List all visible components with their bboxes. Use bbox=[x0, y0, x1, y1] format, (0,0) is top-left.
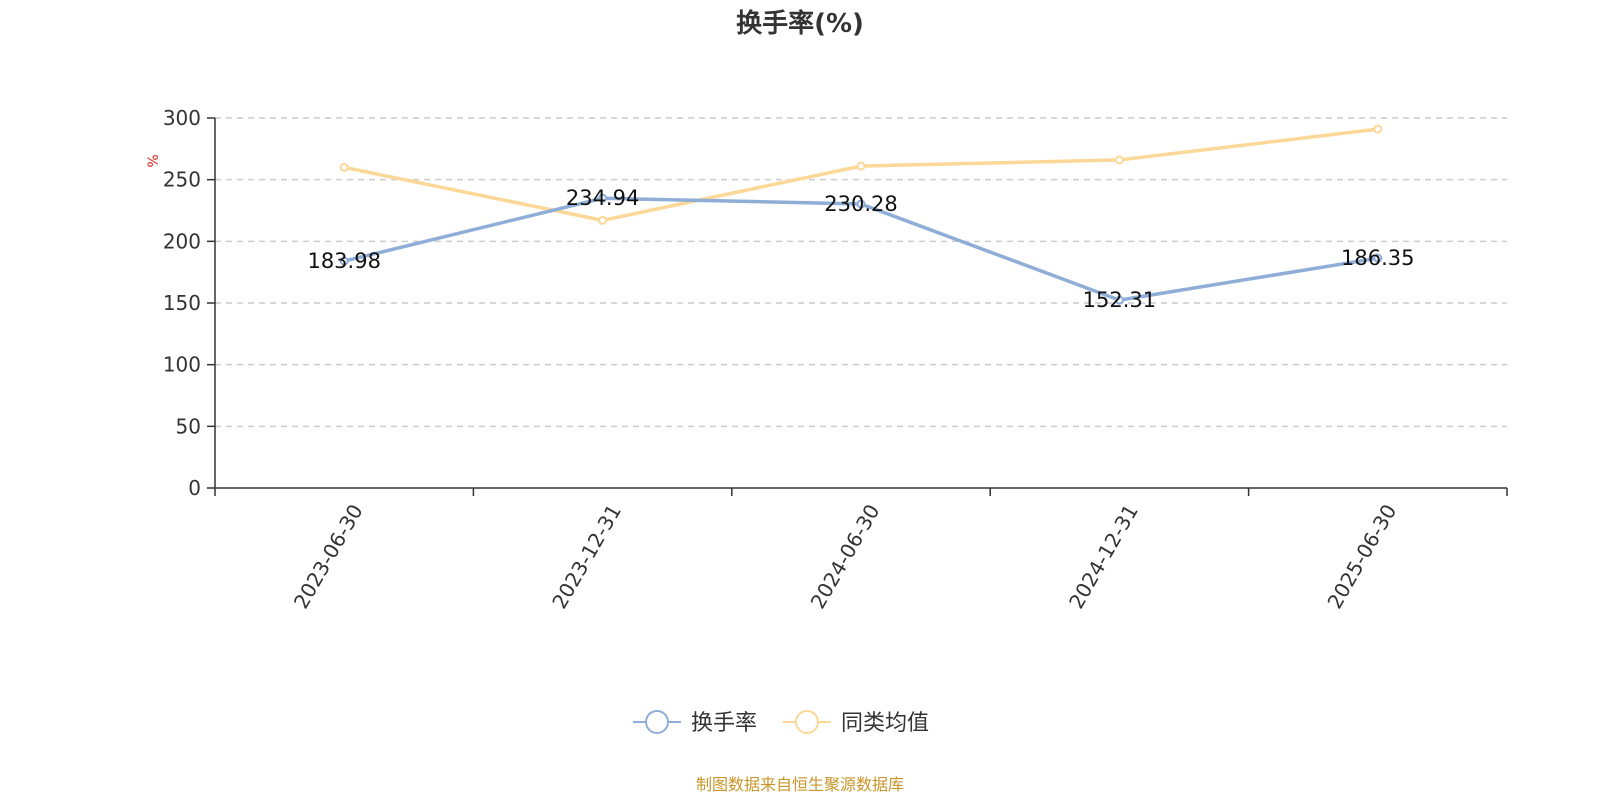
y-tick-label: 150 bbox=[163, 291, 201, 315]
legend-item[interactable]: 同类均值 bbox=[783, 710, 929, 736]
y-tick-label: 200 bbox=[163, 229, 201, 253]
data-label: 186.35 bbox=[1341, 246, 1414, 270]
y-tick-label: 250 bbox=[163, 168, 201, 192]
data-point[interactable] bbox=[856, 199, 866, 209]
x-tick-label: 2023-06-30 bbox=[289, 500, 368, 613]
data-labels: 183.98 234.94 230.28 152.31 186.35 bbox=[307, 186, 1414, 312]
y-tick-label: 50 bbox=[176, 414, 201, 438]
y-tick-label: 0 bbox=[188, 476, 201, 500]
legend-label: 换手率 bbox=[691, 711, 757, 736]
data-point[interactable] bbox=[1114, 155, 1124, 165]
data-point[interactable] bbox=[856, 161, 866, 171]
data-point[interactable] bbox=[1373, 253, 1383, 263]
legend-label: 同类均值 bbox=[841, 711, 929, 736]
data-point[interactable] bbox=[1373, 124, 1383, 134]
series-lines bbox=[339, 124, 1383, 305]
y-tick-label: 100 bbox=[163, 353, 201, 377]
x-tick-label: 2024-06-30 bbox=[806, 500, 885, 613]
legend-item[interactable]: 换手率 bbox=[633, 710, 757, 736]
chart-title: 换手率(%) bbox=[736, 8, 864, 39]
axes: 0 50 100 150 200 250 300 2023-06-30 2023-12-31 20… bbox=[163, 106, 1508, 613]
legend[interactable]: 换手率 同类均值 bbox=[633, 710, 929, 736]
data-label: 230.28 bbox=[824, 192, 897, 216]
legend-marker bbox=[795, 710, 819, 734]
data-label: 234.94 bbox=[566, 186, 639, 210]
x-tick-label: 2025-06-30 bbox=[1322, 500, 1401, 613]
x-tick-label: 2024-12-31 bbox=[1064, 500, 1143, 613]
data-point[interactable] bbox=[598, 215, 608, 225]
x-tick-label: 2023-12-31 bbox=[547, 500, 626, 613]
data-label: 183.98 bbox=[307, 249, 380, 273]
source-note: 制图数据来自恒生聚源数据库 bbox=[696, 775, 904, 794]
data-point[interactable] bbox=[339, 162, 349, 172]
y-axis-unit: % bbox=[146, 154, 162, 167]
legend-marker bbox=[645, 710, 669, 734]
data-point[interactable] bbox=[339, 256, 349, 266]
y-tick-label: 300 bbox=[163, 106, 201, 130]
data-label: 152.31 bbox=[1083, 288, 1156, 312]
data-point[interactable] bbox=[598, 193, 608, 203]
data-point[interactable] bbox=[1114, 295, 1124, 305]
